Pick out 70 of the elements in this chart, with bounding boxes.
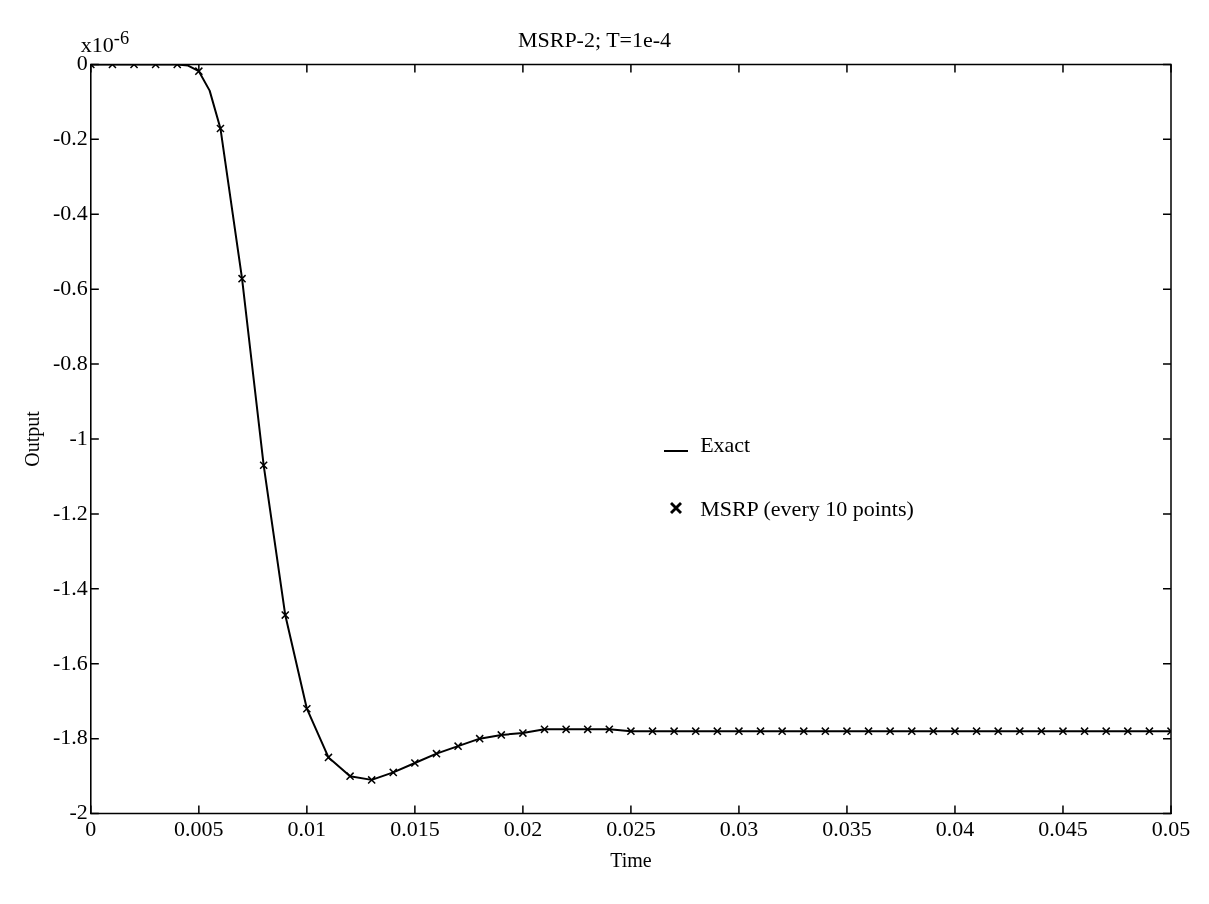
x-axis-title: Time (610, 849, 652, 872)
point (475, 734, 484, 743)
x-tick-label: 0.05 (1151, 815, 1191, 841)
point (713, 726, 722, 736)
point (691, 726, 701, 736)
point (929, 726, 938, 736)
point (302, 704, 312, 713)
x-tick-label: 0.02 (503, 815, 543, 841)
point (821, 726, 830, 736)
y-tick-label: -0.8 (53, 349, 88, 375)
y-tick-label: -1 (69, 424, 88, 450)
y-tick-label: -1.2 (53, 499, 88, 525)
point (777, 726, 787, 736)
point (950, 726, 960, 736)
point (907, 726, 917, 736)
x-tick-label: 0.045 (1038, 815, 1088, 841)
y-tick-label: -1.4 (53, 574, 88, 600)
y-tick-label: -1.8 (53, 724, 88, 750)
point (993, 726, 1003, 736)
x-tick-label: 0.005 (174, 815, 224, 841)
point (799, 726, 809, 736)
point (367, 775, 376, 785)
x-tick-label: 0.035 (822, 815, 872, 841)
x-tick-label: 0.04 (935, 815, 975, 841)
x-tick-label: 0.025 (606, 815, 656, 841)
point (453, 741, 463, 751)
point (605, 725, 614, 734)
point (1015, 726, 1025, 736)
chart-title: MSRP-2; T=1e-4 (517, 26, 672, 52)
point (1037, 726, 1046, 736)
y-tick-label: -0.6 (53, 274, 88, 300)
point (324, 753, 333, 762)
x-tick-label: 0.01 (287, 815, 327, 841)
point (756, 726, 765, 736)
point (626, 726, 636, 736)
point (669, 726, 679, 736)
point (518, 728, 528, 738)
point (864, 726, 873, 736)
point (237, 274, 247, 283)
point (561, 725, 571, 734)
point (1080, 726, 1089, 736)
point (1145, 726, 1154, 736)
point (885, 726, 895, 736)
point (842, 726, 852, 736)
point (410, 758, 420, 768)
y-tick-label: -1.6 (53, 649, 88, 675)
point (583, 725, 592, 734)
point (280, 610, 290, 620)
legend-label: MSRP (every 10 points) (700, 494, 914, 523)
x-tick-label: 0.015 (390, 815, 440, 841)
y-tick-label: -2 (69, 799, 88, 825)
point (734, 726, 744, 736)
point (388, 768, 398, 777)
x-tick-label: 0.03 (719, 815, 759, 841)
y-axis-title: Output (21, 410, 45, 467)
point (1101, 726, 1111, 736)
point (497, 730, 506, 740)
point (1123, 726, 1133, 736)
y-tick-label: -0.4 (53, 200, 88, 226)
legend-label: Exact (700, 430, 751, 459)
point (1058, 726, 1068, 736)
point (194, 66, 204, 76)
point (216, 124, 225, 133)
point (540, 725, 549, 734)
point (432, 749, 441, 758)
point (345, 771, 355, 781)
y-tick-label: -0.2 (53, 125, 88, 151)
point (972, 726, 981, 736)
point (259, 460, 268, 470)
point (648, 726, 657, 736)
